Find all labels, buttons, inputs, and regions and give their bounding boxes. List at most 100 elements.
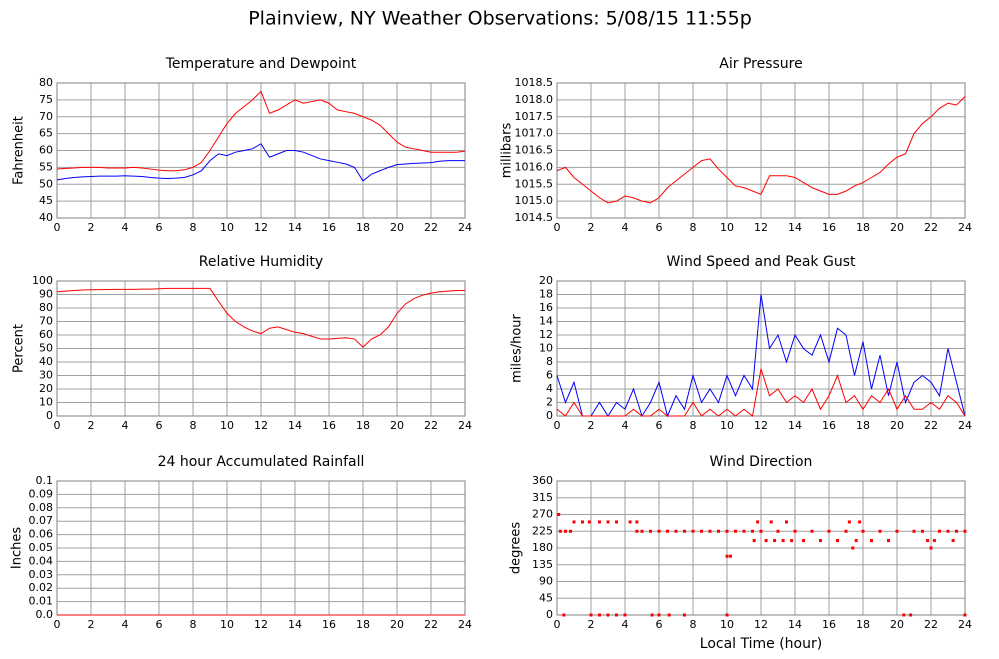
y-axis-label: degrees bbox=[509, 522, 524, 575]
data-point bbox=[589, 613, 593, 617]
data-line bbox=[56, 143, 465, 182]
x-tick-label: 12 bbox=[254, 419, 268, 432]
x-tick-label: 22 bbox=[924, 618, 938, 631]
data-point bbox=[902, 613, 906, 617]
x-tick-label: 24 bbox=[958, 419, 972, 432]
data-point bbox=[572, 520, 576, 524]
y-axis-label: Fahrenheit bbox=[12, 116, 27, 185]
x-tick-label: 10 bbox=[220, 221, 234, 234]
y-tick-label: 1017.0 bbox=[515, 127, 554, 140]
y-tick-label: 360 bbox=[532, 474, 553, 487]
data-point bbox=[700, 529, 703, 533]
x-tick-label: 0 bbox=[54, 221, 61, 234]
x-tick-label: 12 bbox=[754, 618, 768, 631]
y-tick-label: 90 bbox=[539, 575, 553, 588]
x-tick-label: 22 bbox=[424, 419, 438, 432]
x-tick-label: 24 bbox=[458, 618, 472, 631]
x-tick-label: 8 bbox=[190, 221, 197, 234]
x-tick-label: 10 bbox=[220, 618, 234, 631]
y-tick-label: 0 bbox=[46, 409, 53, 422]
y-tick-label: 65 bbox=[39, 127, 53, 140]
data-point bbox=[728, 554, 732, 558]
y-tick-label: 0 bbox=[546, 409, 553, 422]
data-point bbox=[887, 539, 890, 543]
data-point bbox=[851, 546, 855, 550]
x-tick-label: 4 bbox=[122, 221, 129, 234]
y-tick-label: 1016.5 bbox=[515, 144, 554, 157]
x-tick-label: 20 bbox=[390, 221, 404, 234]
x-tick-label: 10 bbox=[720, 221, 734, 234]
y-tick-label: 80 bbox=[39, 76, 53, 89]
data-point bbox=[606, 520, 610, 524]
data-point bbox=[742, 529, 746, 533]
y-tick-label: 0.05 bbox=[29, 541, 54, 554]
data-point bbox=[912, 529, 916, 533]
x-tick-label: 14 bbox=[788, 221, 802, 234]
x-tick-label: 20 bbox=[390, 419, 404, 432]
x-tick-label: 4 bbox=[622, 419, 629, 432]
y-tick-label: 45 bbox=[39, 194, 53, 207]
y-tick-label: 1016.0 bbox=[515, 160, 554, 173]
y-tick-label: 0.04 bbox=[29, 554, 54, 567]
x-tick-label: 22 bbox=[424, 618, 438, 631]
panel-title: Relative Humidity bbox=[199, 254, 323, 270]
x-tick-label: 6 bbox=[156, 419, 163, 432]
x-tick-label: 10 bbox=[720, 618, 734, 631]
data-point bbox=[785, 520, 788, 524]
y-tick-label: 30 bbox=[39, 369, 53, 382]
x-tick-label: 8 bbox=[690, 221, 697, 234]
y-tick-label: 135 bbox=[532, 558, 553, 571]
y-tick-label: 0.07 bbox=[29, 514, 54, 527]
data-point bbox=[649, 529, 652, 533]
x-tick-label: 10 bbox=[220, 419, 234, 432]
y-tick-label: 80 bbox=[39, 301, 53, 314]
y-tick-label: 0.1 bbox=[36, 474, 54, 487]
data-point bbox=[734, 529, 737, 533]
y-tick-label: 12 bbox=[539, 328, 553, 341]
y-tick-label: 8 bbox=[546, 355, 553, 368]
y-tick-label: 100 bbox=[32, 274, 53, 287]
data-point bbox=[858, 520, 862, 524]
y-axis-label: miles/hour bbox=[510, 313, 525, 382]
x-tick-label: 14 bbox=[788, 618, 802, 631]
x-tick-label: 14 bbox=[288, 419, 302, 432]
panel-title: 24 hour Accumulated Rainfall bbox=[158, 454, 365, 470]
x-tick-label: 2 bbox=[588, 419, 595, 432]
x-tick-label: 2 bbox=[588, 618, 595, 631]
data-point bbox=[674, 529, 678, 533]
y-tick-label: 0.0 bbox=[36, 608, 54, 621]
data-point bbox=[854, 539, 858, 543]
panel-title: Air Pressure bbox=[719, 56, 802, 72]
data-line bbox=[556, 294, 966, 418]
panel-title: Temperature and Dewpoint bbox=[165, 56, 357, 72]
y-tick-label: 270 bbox=[532, 508, 553, 521]
y-tick-label: 14 bbox=[539, 315, 553, 328]
data-point bbox=[562, 613, 566, 617]
y-tick-label: 70 bbox=[39, 110, 53, 123]
data-point bbox=[598, 520, 601, 524]
y-tick-label: 90 bbox=[39, 288, 53, 301]
x-tick-label: 18 bbox=[356, 419, 370, 432]
data-point bbox=[640, 529, 644, 533]
x-tick-label: 22 bbox=[924, 221, 938, 234]
data-point bbox=[764, 539, 768, 543]
data-point bbox=[926, 539, 930, 543]
y-tick-label: 1014.5 bbox=[515, 211, 554, 224]
x-tick-label: 0 bbox=[54, 419, 61, 432]
data-point bbox=[587, 520, 591, 524]
data-point bbox=[827, 529, 831, 533]
y-tick-label: 1018.0 bbox=[515, 93, 554, 106]
x-tick-label: 4 bbox=[622, 221, 629, 234]
x-tick-label: 14 bbox=[788, 419, 802, 432]
y-tick-label: 16 bbox=[539, 301, 553, 314]
data-point bbox=[691, 529, 695, 533]
data-point bbox=[810, 529, 814, 533]
x-tick-label: 0 bbox=[554, 419, 561, 432]
x-tick-label: 8 bbox=[190, 618, 197, 631]
data-point bbox=[615, 520, 618, 524]
y-tick-label: 1017.5 bbox=[515, 110, 554, 123]
x-tick-label: 20 bbox=[890, 419, 904, 432]
y-axis-label: millibars bbox=[500, 123, 515, 179]
x-tick-label: 24 bbox=[958, 221, 972, 234]
